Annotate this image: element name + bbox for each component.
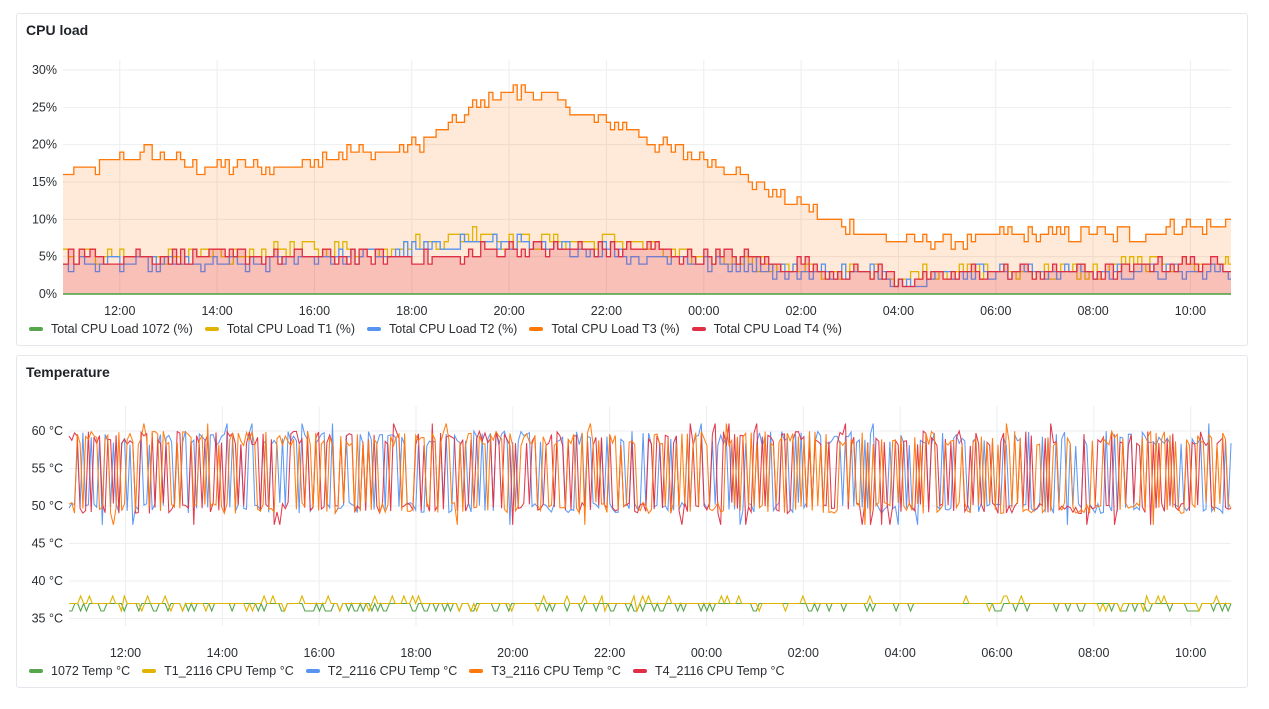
- legend-swatch: [529, 327, 544, 331]
- x-tick-label: 06:00: [980, 304, 1011, 318]
- y-tick-label: 40 °C: [32, 574, 63, 588]
- legend-item[interactable]: T2_2116 CPU Temp °C: [305, 664, 458, 678]
- x-tick-label: 06:00: [981, 646, 1012, 660]
- legend-swatch: [29, 327, 43, 331]
- legend-swatch: [469, 669, 484, 673]
- x-tick-label: 04:00: [885, 646, 916, 660]
- x-tick-label: 12:00: [110, 646, 141, 660]
- y-tick-label: 25%: [32, 100, 57, 114]
- temperature-panel: Temperature 35 °C 40 °C 45 °C 50 °C 55 °C 60 …: [16, 355, 1248, 688]
- x-tick-label: 18:00: [396, 304, 427, 318]
- legend-label: Total CPU Load T4 (%): [713, 322, 842, 336]
- legend-label: T4_2116 CPU Temp °C: [654, 664, 785, 678]
- series-line: [63, 233, 1231, 288]
- y-tick-label: 50 °C: [32, 499, 63, 513]
- x-tick-label: 00:00: [688, 304, 719, 318]
- series-line: [63, 84, 1231, 250]
- y-tick-label: 15%: [32, 175, 57, 189]
- chart-legend: 1072 Temp °C T1_2116 CPU Temp °C T2_2116 C…: [29, 664, 797, 678]
- legend-item[interactable]: Total CPU Load T2 (%): [367, 322, 517, 336]
- x-tick-label: 20:00: [497, 646, 528, 660]
- cpu-load-panel: CPU load 0% 5% 10% 15% 20% 25% 30% 12:00 14:00 16…: [16, 13, 1248, 346]
- x-tick-label: 20:00: [493, 304, 524, 318]
- x-tick-label: 10:00: [1175, 646, 1206, 660]
- legend-label: T3_2116 CPU Temp °C: [491, 664, 621, 678]
- legend-swatch: [204, 327, 219, 331]
- x-tick-label: 04:00: [883, 304, 914, 318]
- y-tick-label: 55 °C: [32, 462, 63, 476]
- series-line: [68, 423, 1232, 525]
- x-tick-label: 14:00: [201, 304, 232, 318]
- series-line: [69, 594, 1231, 613]
- y-tick-label: 20%: [32, 138, 57, 152]
- x-tick-label: 00:00: [691, 646, 722, 660]
- legend-swatch: [691, 327, 706, 331]
- x-tick-label: 02:00: [785, 304, 816, 318]
- x-tick-label: 22:00: [591, 304, 622, 318]
- legend-label: Total CPU Load T2 (%): [389, 322, 518, 336]
- legend-label: Total CPU Load T3 (%): [551, 322, 680, 336]
- legend-item[interactable]: Total CPU Load T3 (%): [529, 322, 680, 336]
- y-tick-label: 30%: [32, 63, 57, 77]
- series-line: [68, 423, 1232, 525]
- legend-swatch: [29, 669, 43, 673]
- legend-swatch: [632, 669, 647, 673]
- chart-legend: Total CPU Load 1072 (%) Total CPU Load T1…: [29, 322, 854, 336]
- series-line: [63, 241, 1231, 288]
- legend-item[interactable]: Total CPU Load T1 (%): [204, 322, 356, 336]
- series-line: [69, 601, 1232, 613]
- x-tick-label: 08:00: [1078, 646, 1109, 660]
- temperature-chart: 35 °C 40 °C 45 °C 50 °C 55 °C 60 °C 12:00 14:00…: [32, 406, 1232, 660]
- y-tick-label: 0%: [39, 287, 57, 301]
- legend-swatch: [142, 669, 157, 673]
- panel-title: Temperature: [26, 364, 110, 380]
- x-tick-label: 16:00: [304, 646, 335, 660]
- x-tick-label: 16:00: [299, 304, 330, 318]
- x-tick-label: 02:00: [788, 646, 819, 660]
- legend-item[interactable]: T4_2116 CPU Temp °C: [632, 664, 785, 678]
- legend-label: 1072 Temp °C: [51, 664, 131, 678]
- legend-item[interactable]: 1072 Temp °C: [29, 664, 130, 678]
- x-tick-label: 18:00: [400, 646, 431, 660]
- x-tick-label: 22:00: [594, 646, 625, 660]
- panel-title: CPU load: [26, 22, 89, 38]
- y-tick-label: 35 °C: [32, 612, 63, 626]
- legend-item[interactable]: T1_2116 CPU Temp °C: [142, 664, 294, 678]
- legend-swatch: [367, 327, 382, 331]
- y-tick-label: 60 °C: [32, 424, 63, 438]
- x-tick-label: 14:00: [207, 646, 238, 660]
- x-tick-label: 12:00: [104, 304, 135, 318]
- legend-label: T1_2116 CPU Temp °C: [164, 664, 294, 678]
- series-line: [68, 423, 1232, 525]
- y-tick-label: 10%: [32, 212, 57, 226]
- cpu-load-chart: 0% 5% 10% 15% 20% 25% 30% 12:00 14:00 16:00 18:00 2…: [32, 60, 1231, 318]
- legend-item[interactable]: T3_2116 CPU Temp °C: [469, 664, 621, 678]
- legend-label: Total CPU Load 1072 (%): [51, 322, 193, 336]
- legend-label: Total CPU Load T1 (%): [226, 322, 356, 336]
- x-tick-label: 10:00: [1175, 304, 1206, 318]
- legend-item[interactable]: Total CPU Load T4 (%): [691, 322, 842, 336]
- legend-item[interactable]: Total CPU Load 1072 (%): [29, 322, 193, 336]
- x-tick-label: 08:00: [1077, 304, 1108, 318]
- legend-label: T2_2116 CPU Temp °C: [327, 664, 458, 678]
- y-tick-label: 45 °C: [32, 537, 63, 551]
- y-tick-label: 5%: [39, 250, 57, 264]
- legend-swatch: [305, 669, 320, 673]
